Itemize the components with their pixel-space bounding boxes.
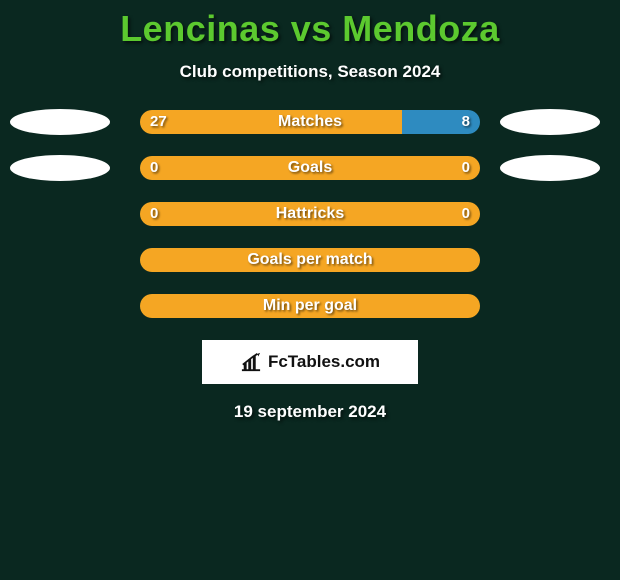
stat-bar: Min per goal (140, 294, 480, 318)
stat-bar: Goals per match (140, 248, 480, 272)
bar-chart-icon (240, 352, 262, 372)
player-right-marker (500, 155, 600, 181)
subtitle: Club competitions, Season 2024 (0, 62, 620, 82)
stat-bar-left (140, 248, 480, 272)
stat-bar: Matches278 (140, 110, 480, 134)
date-text: 19 september 2024 (0, 402, 620, 422)
stat-bar-left (140, 156, 480, 180)
stat-bar: Hattricks00 (140, 202, 480, 226)
stat-row: Goals per match (0, 248, 620, 272)
player-left-marker (10, 155, 110, 181)
player-left-marker (10, 109, 110, 135)
stat-row: Min per goal (0, 294, 620, 318)
stat-bar-left (140, 294, 480, 318)
stat-bar-left (140, 110, 402, 134)
logo-text: FcTables.com (268, 352, 380, 372)
comparison-chart: Matches278 Goals00 Hattricks00 Goals per ma… (0, 110, 620, 318)
player-right-marker (500, 109, 600, 135)
page-title: Lencinas vs Mendoza (0, 0, 620, 50)
stat-row: Matches278 (0, 110, 620, 134)
stat-bar-left (140, 202, 480, 226)
stat-bar-right (402, 110, 480, 134)
stat-bar: Goals00 (140, 156, 480, 180)
stat-row: Goals00 (0, 156, 620, 180)
stat-row: Hattricks00 (0, 202, 620, 226)
logo-badge: FcTables.com (202, 340, 418, 384)
